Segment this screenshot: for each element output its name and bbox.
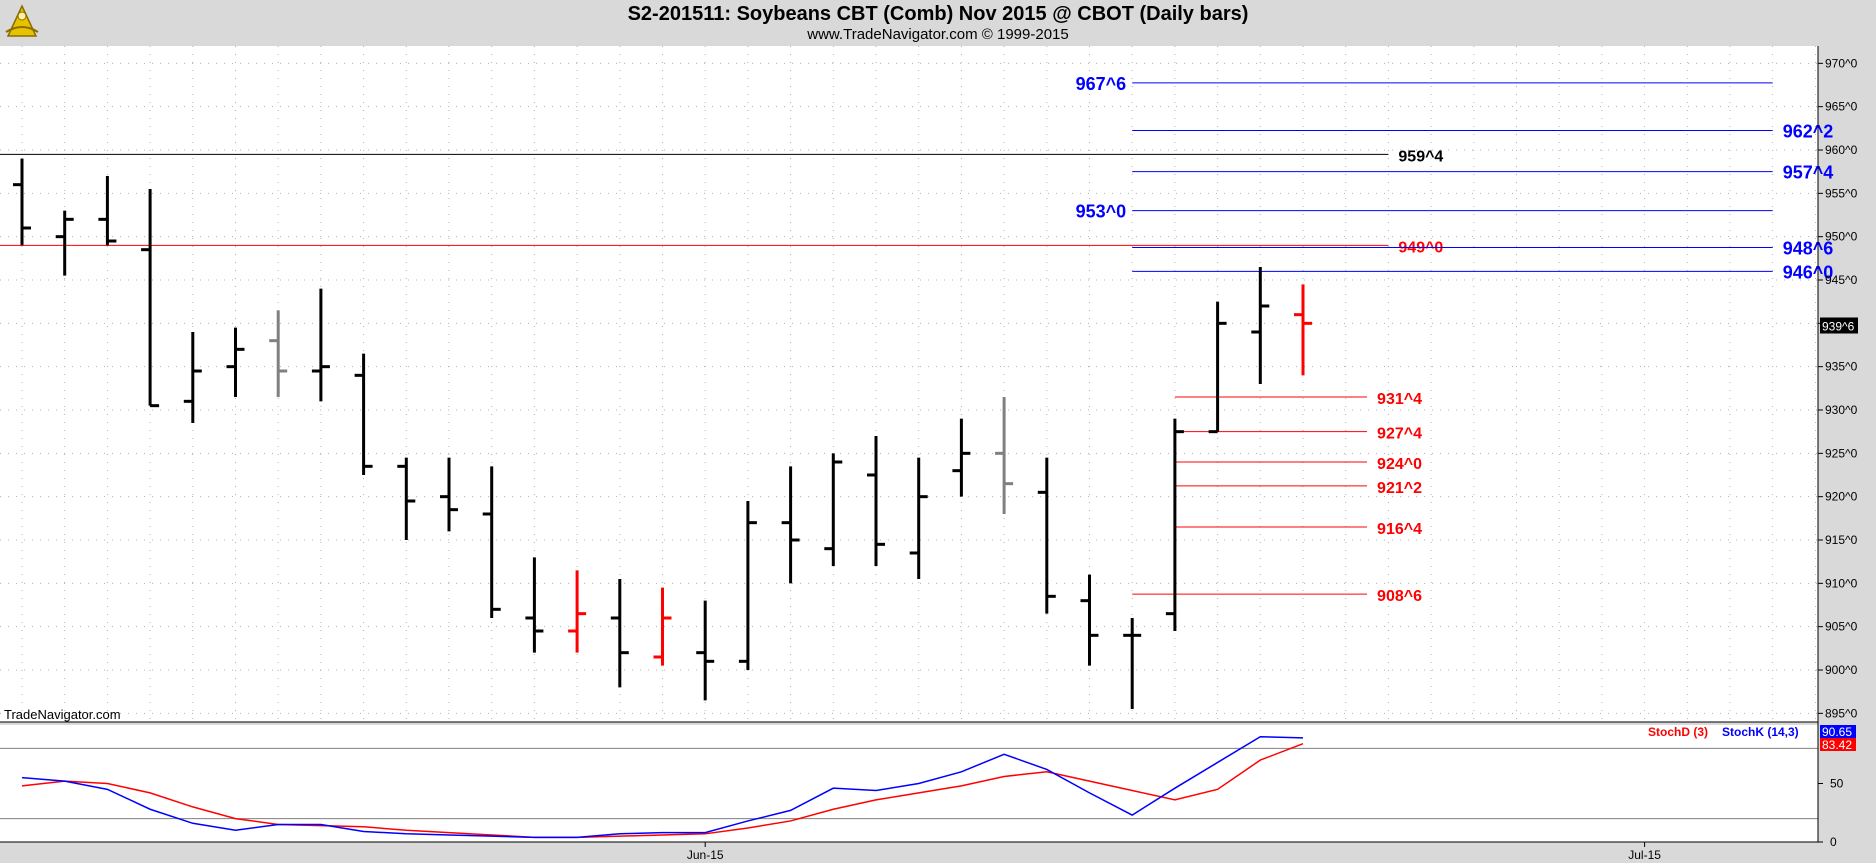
level-label: 927^4 — [1377, 426, 1422, 443]
stoch-series-line — [21, 743, 1304, 839]
level-label: 948^6 — [1783, 239, 1834, 259]
y-tick-label: 935^0 — [1825, 360, 1858, 374]
y-tick-label: 945^0 — [1825, 273, 1858, 287]
level-label: 959^4 — [1398, 148, 1443, 165]
stoch-series-line — [21, 735, 1304, 839]
stoch-legend-entry: StochD (3) — [1648, 725, 1708, 739]
level-label: 908^6 — [1377, 588, 1422, 605]
last-price-label: 939^6 — [1822, 320, 1855, 334]
level-label: 921^2 — [1377, 480, 1422, 497]
sextant-logo-icon — [5, 4, 39, 37]
y-tick-label: 950^0 — [1825, 230, 1858, 244]
axes: 970^0965^0960^0955^0950^0945^0940^0935^0… — [0, 46, 1858, 862]
level-label: 924^0 — [1377, 456, 1422, 473]
price-plot-area — [0, 46, 1818, 722]
y-tick-label: 895^0 — [1825, 706, 1858, 720]
x-tick-label: Jul-15 — [1628, 848, 1661, 862]
level-label: 946^0 — [1783, 262, 1834, 282]
level-label: 967^6 — [1076, 74, 1127, 94]
last-price-box — [1820, 317, 1858, 334]
y-tick-label: 920^0 — [1825, 490, 1858, 504]
y-tick-label: 960^0 — [1825, 143, 1858, 157]
level-label: 962^2 — [1783, 122, 1834, 142]
y-tick-label: 905^0 — [1825, 620, 1858, 634]
stoch-last-value-label: 90.65 — [1822, 725, 1852, 739]
chart-title: S2-201511: Soybeans CBT (Comb) Nov 2015 … — [627, 3, 1249, 25]
level-label: 931^4 — [1377, 391, 1422, 408]
y-tick-label: 910^0 — [1825, 576, 1858, 590]
y-tick-label: 930^0 — [1825, 403, 1858, 417]
stoch-last-value-label: 83.42 — [1822, 738, 1852, 752]
y-tick-label: 925^0 — [1825, 446, 1858, 460]
stoch-y-tick-label: 50 — [1830, 777, 1844, 791]
y-tick-label: 965^0 — [1825, 100, 1858, 114]
watermark: TradeNavigator.com — [4, 707, 121, 722]
level-label: 957^4 — [1783, 163, 1834, 183]
y-tick-label: 900^0 — [1825, 663, 1858, 677]
stoch-plot-area — [0, 725, 1818, 842]
stoch-y-tick-label: 0 — [1830, 835, 1837, 849]
stoch-legend-entry: StochK (14,3) — [1722, 725, 1799, 739]
level-label: 953^0 — [1076, 202, 1127, 222]
grid — [0, 46, 1818, 722]
level-label: 916^4 — [1377, 521, 1422, 538]
chart-subtitle: www.TradeNavigator.com © 1999-2015 — [807, 26, 1069, 43]
y-tick-label: 970^0 — [1825, 56, 1858, 70]
stoch-last-value-box — [1820, 738, 1856, 751]
ohlc-bars — [13, 158, 1312, 709]
stoch-last-value-box — [1820, 725, 1856, 738]
x-tick-label: Jun-15 — [687, 848, 724, 862]
y-tick-label: 915^0 — [1825, 533, 1858, 547]
y-tick-label: 955^0 — [1825, 186, 1858, 200]
